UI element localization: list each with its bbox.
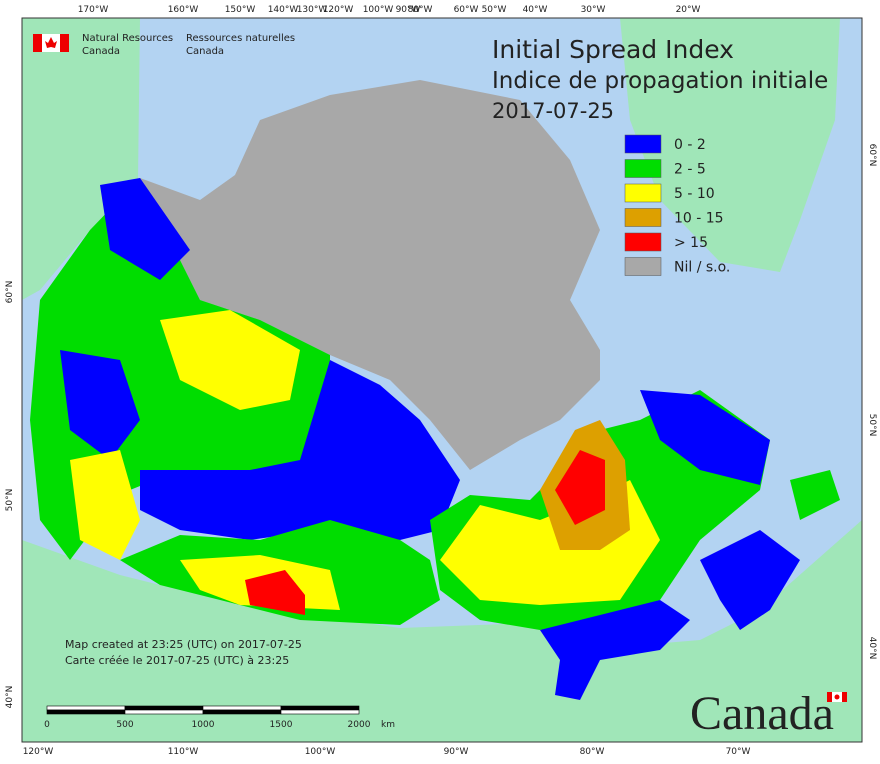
scale-segment [124, 709, 204, 715]
longitude-label: 30°W [581, 5, 606, 15]
longitude-label: 70°W [726, 747, 751, 757]
legend-label: 5 - 10 [674, 186, 715, 202]
latitude-label: 40°N [867, 637, 877, 660]
scale-label: 0 [44, 720, 50, 730]
scale-label: 500 [116, 720, 133, 730]
latitude-label: 60°N [867, 144, 877, 167]
scale-segment [202, 705, 282, 711]
longitude-label: 50°W [482, 5, 507, 15]
legend-swatch [624, 183, 662, 203]
longitude-label: 100°W [363, 5, 394, 15]
scale-label: 1000 [192, 720, 215, 730]
scale-segment [280, 709, 360, 715]
longitude-label: 60°W [454, 5, 479, 15]
region-over-15 [245, 570, 305, 615]
no-data-area [140, 80, 600, 470]
creation-note: Map created at 23:25 (UTC) on 2017-07-25 [65, 638, 302, 651]
legend-swatch [624, 257, 662, 276]
agency-name: Canada [186, 46, 224, 57]
map-subtitle: Indice de propagation initiale [492, 68, 828, 94]
region-0-2 [100, 178, 190, 280]
legend-label: Nil / s.o. [674, 260, 730, 276]
map-title: Initial Spread Index [492, 35, 734, 64]
labels: Natural Resources Canada Ressources nature… [5, 5, 877, 757]
latitude-label: 40°N [5, 686, 15, 709]
agency-name: Natural Resources [82, 33, 173, 44]
region-0-2 [540, 600, 690, 700]
legend-label: 0 - 2 [674, 137, 706, 153]
longitude-label: 120°W [23, 747, 54, 757]
longitude-label: 130°W [297, 5, 328, 15]
legend-swatch [624, 232, 662, 252]
agency-name: Ressources naturelles [186, 33, 295, 44]
alaska [22, 18, 140, 300]
united-states [22, 520, 862, 742]
creation-note: Carte créée le 2017-07-25 (UTC) à 23:25 [65, 654, 289, 667]
longitude-label: 80°W [408, 5, 433, 15]
region-0-2 [60, 350, 140, 460]
region-0-2 [640, 390, 770, 485]
region-0-2 [140, 360, 460, 540]
legend-swatch [624, 159, 662, 178]
wordmark: Canada [690, 687, 834, 740]
map-area [22, 18, 862, 742]
legend-label: > 15 [674, 235, 708, 251]
greenland [620, 18, 840, 272]
longitude-label: 170°W [78, 5, 109, 15]
flag-band [33, 34, 42, 52]
region-5-10 [160, 310, 300, 410]
legend-swatch [624, 134, 662, 154]
government-logo [33, 34, 69, 52]
agency-name: Canada [82, 46, 120, 57]
scale-segment [46, 705, 126, 711]
longitude-label: 40°W [523, 5, 548, 15]
latitude-label: 60°N [5, 281, 15, 304]
scale-unit: km [381, 720, 395, 730]
map-border [21, 17, 863, 743]
scale-label: 2000 [348, 720, 371, 730]
latitude-label: 50°N [867, 414, 877, 437]
wordmark-leaf [834, 694, 840, 700]
longitude-label: 150°W [225, 5, 256, 15]
scale-segment [46, 709, 126, 715]
map-date: 2017-07-25 [492, 99, 614, 123]
longitude-label: 160°W [168, 5, 199, 15]
legend-label: 2 - 5 [674, 162, 706, 178]
region-5-10 [70, 450, 140, 560]
longitude-label: 80°W [580, 747, 605, 757]
flag-band [60, 34, 69, 52]
longitude-label: 120°W [323, 5, 354, 15]
scale-segment [280, 705, 360, 711]
legend-swatch [624, 208, 662, 227]
region-2-5 [790, 470, 840, 520]
scale-segment [124, 705, 204, 711]
longitude-label: 100°W [305, 747, 336, 757]
maple-leaf [45, 37, 57, 48]
scale-label: 1500 [270, 720, 293, 730]
longitude-label: 90°W [396, 5, 421, 15]
scale-segment [202, 709, 282, 715]
longitude-label: 110°W [168, 747, 199, 757]
longitude-label: 140°W [268, 5, 299, 15]
region-0-2 [700, 530, 800, 630]
region-over-15 [555, 450, 605, 525]
latitude-label: 50°N [5, 489, 15, 512]
longitude-label: 90°W [444, 747, 469, 757]
legend-label: 10 - 15 [674, 211, 724, 227]
longitude-label: 20°W [676, 5, 701, 15]
